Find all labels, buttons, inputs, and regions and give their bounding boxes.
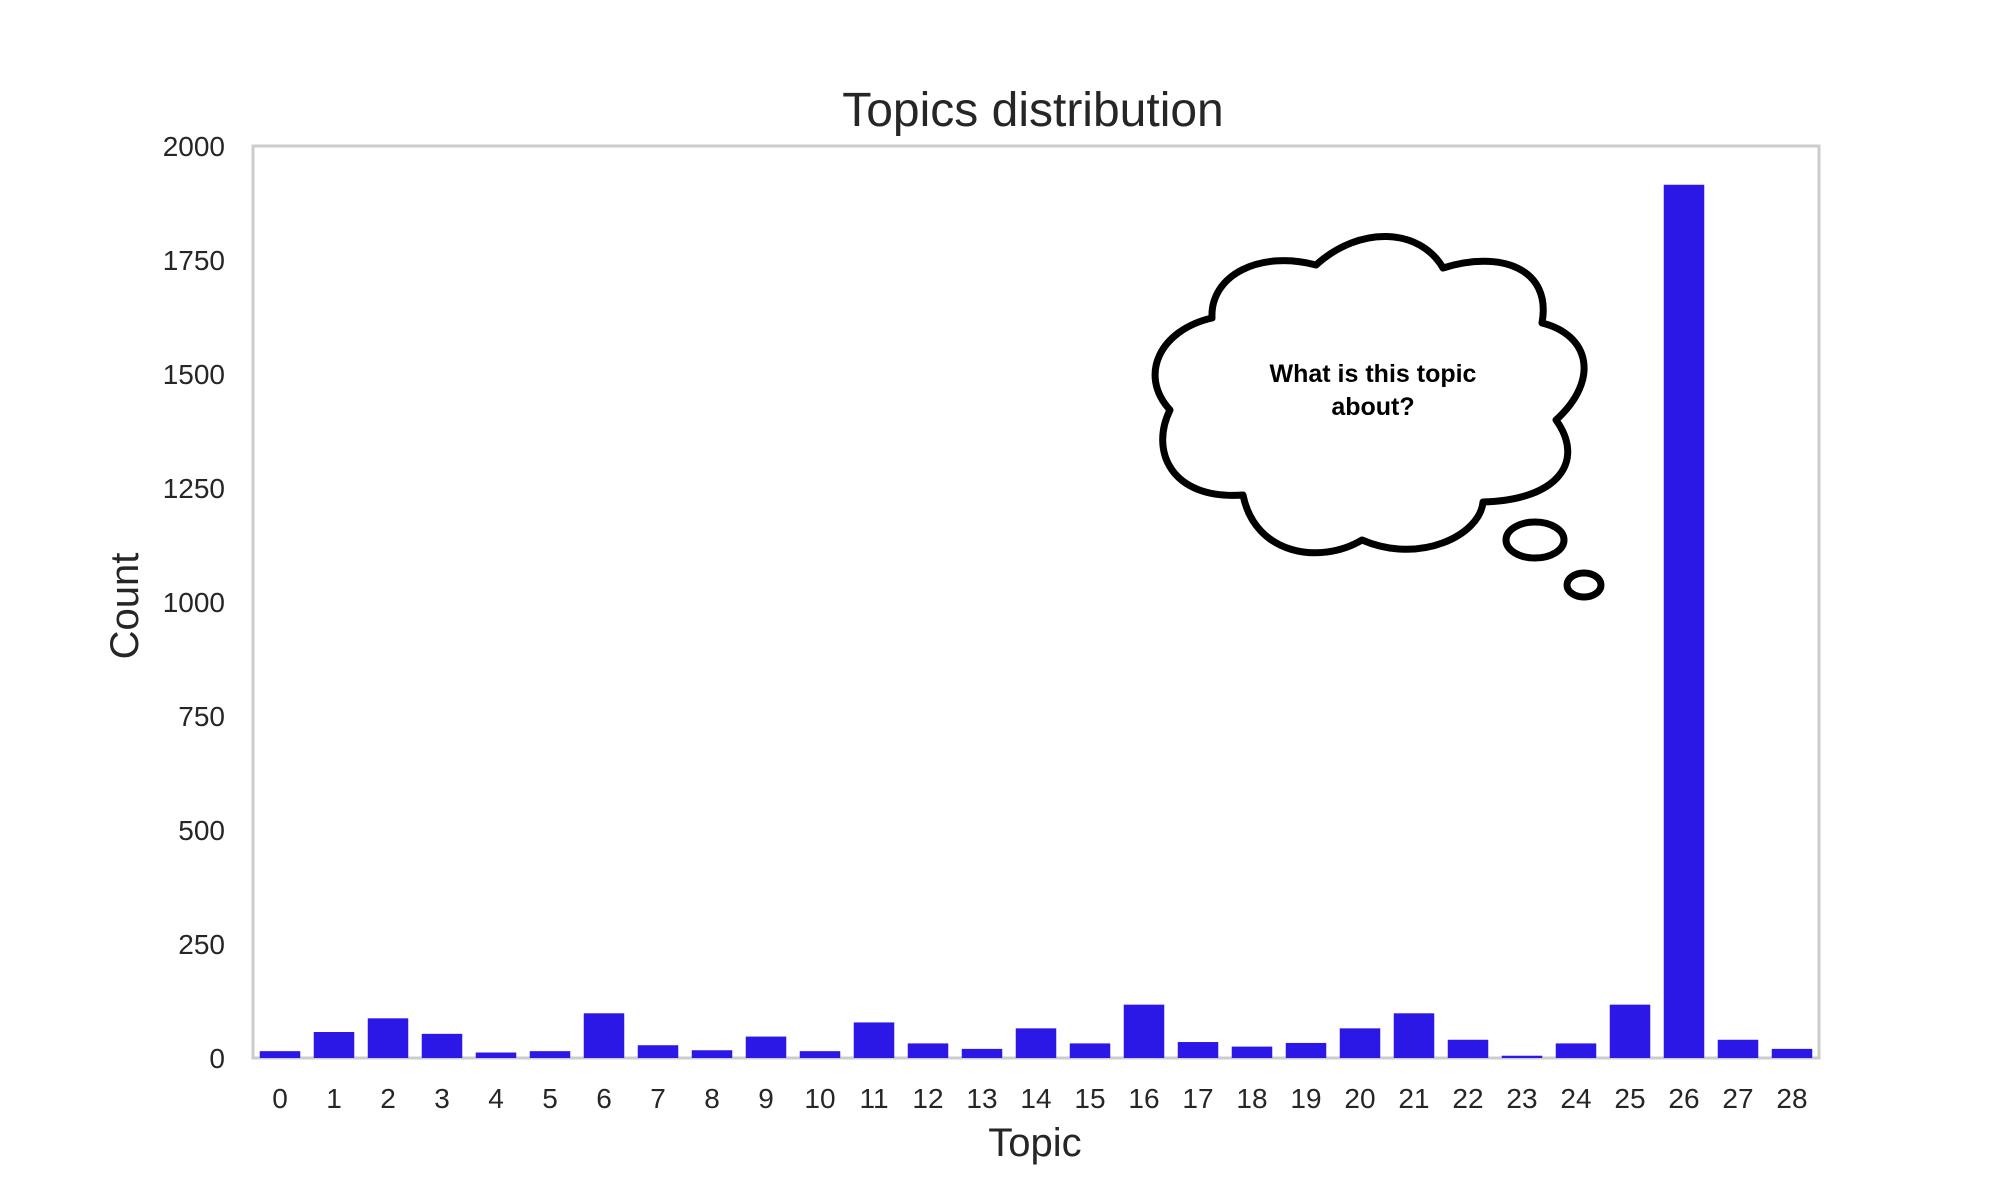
x-tick-label: 14 — [1020, 1083, 1051, 1114]
y-tick-label: 1500 — [163, 359, 225, 390]
bar-topic-26 — [1663, 184, 1705, 1058]
annotation-line-1: What is this topic — [1270, 360, 1477, 388]
bar-topic-20 — [1339, 1028, 1381, 1058]
bar-topic-15 — [1069, 1043, 1111, 1058]
x-tick-label: 12 — [912, 1083, 943, 1114]
x-tick-label: 3 — [434, 1083, 450, 1114]
x-tick-label: 5 — [542, 1083, 558, 1114]
x-tick-label: 25 — [1614, 1083, 1645, 1114]
bar-topic-7 — [637, 1045, 679, 1058]
x-axis-label: Topic — [988, 1121, 1081, 1165]
x-tick-label: 16 — [1128, 1083, 1159, 1114]
y-tick-label: 1250 — [163, 473, 225, 504]
x-tick-label: 23 — [1506, 1083, 1537, 1114]
bar-topic-23 — [1501, 1055, 1543, 1058]
x-tick-label: 18 — [1236, 1083, 1267, 1114]
bar-topic-27 — [1717, 1039, 1759, 1058]
bar-topic-6 — [583, 1013, 625, 1058]
x-tick-label: 15 — [1074, 1083, 1105, 1114]
bar-topic-4 — [475, 1052, 517, 1058]
y-tick-label: 500 — [178, 815, 225, 846]
bar-topic-14 — [1015, 1028, 1057, 1058]
x-tick-label: 1 — [326, 1083, 342, 1114]
x-tick-label: 7 — [650, 1083, 666, 1114]
x-tick-label: 9 — [758, 1083, 774, 1114]
x-tick-label: 20 — [1344, 1083, 1375, 1114]
x-tick-label: 27 — [1722, 1083, 1753, 1114]
x-tick-label: 8 — [704, 1083, 720, 1114]
thought-bubble-annotation: What is this topic about? — [1151, 233, 1605, 601]
x-tick-label: 24 — [1560, 1083, 1591, 1114]
bar-topic-22 — [1447, 1039, 1489, 1058]
bar-topic-8 — [691, 1050, 733, 1058]
bar-topic-5 — [529, 1051, 571, 1058]
y-tick-label: 0 — [209, 1043, 225, 1074]
bar-topic-28 — [1771, 1048, 1813, 1058]
bar-topic-19 — [1285, 1042, 1327, 1058]
y-tick-label: 1750 — [163, 245, 225, 276]
bars-group — [259, 184, 1813, 1058]
x-tick-label: 10 — [804, 1083, 835, 1114]
bar-topic-13 — [961, 1048, 1003, 1058]
x-tick-label: 11 — [859, 1083, 888, 1114]
bar-topic-1 — [313, 1032, 355, 1058]
x-tick-label: 21 — [1398, 1083, 1429, 1114]
plot-frame — [251, 144, 1821, 1060]
x-tick-labels: 0 1 2 3 4 5 6 7 8 9 10 11 12 13 14 15 16 17 18 19 20 21 22 23 24… — [272, 1083, 1807, 1114]
x-tick-label: 22 — [1452, 1083, 1483, 1114]
bar-topic-10 — [799, 1051, 841, 1058]
x-tick-label: 4 — [488, 1083, 504, 1114]
x-tick-label: 13 — [966, 1083, 997, 1114]
y-tick-labels: 0 250 500 750 1000 1250 1500 1750 2000 — [163, 131, 225, 1074]
thought-cloud-shape — [1151, 233, 1588, 557]
x-tick-label: 19 — [1290, 1083, 1321, 1114]
y-axis-label: Count — [103, 553, 147, 660]
x-tick-label: 26 — [1668, 1083, 1699, 1114]
x-tick-label: 0 — [272, 1083, 288, 1114]
y-tick-label: 1000 — [163, 587, 225, 618]
bar-topic-2 — [367, 1018, 409, 1058]
plot-area — [251, 144, 1821, 1060]
bar-topic-17 — [1177, 1042, 1219, 1058]
x-tick-label: 6 — [596, 1083, 612, 1114]
bar-topic-0 — [259, 1051, 301, 1058]
bar-topic-25 — [1609, 1004, 1651, 1058]
bar-topic-9 — [745, 1036, 787, 1058]
bar-topic-16 — [1123, 1004, 1165, 1058]
bar-topic-3 — [421, 1033, 463, 1058]
thought-trail-large — [1502, 518, 1568, 562]
bar-topic-12 — [907, 1043, 949, 1058]
x-tick-label: 28 — [1776, 1083, 1807, 1114]
x-tick-label: 17 — [1182, 1083, 1213, 1114]
bar-topic-18 — [1231, 1046, 1273, 1058]
thought-trail-small — [1563, 569, 1605, 601]
x-tick-label: 2 — [380, 1083, 396, 1114]
annotation-line-2: about? — [1331, 393, 1414, 421]
bar-topic-11 — [853, 1022, 895, 1058]
bar-topic-21 — [1393, 1013, 1435, 1058]
bar-topic-24 — [1555, 1043, 1597, 1058]
y-tick-label: 750 — [178, 701, 225, 732]
chart-title: Topics distribution — [842, 84, 1224, 137]
y-tick-label: 250 — [178, 929, 225, 960]
y-tick-label: 2000 — [163, 131, 225, 162]
